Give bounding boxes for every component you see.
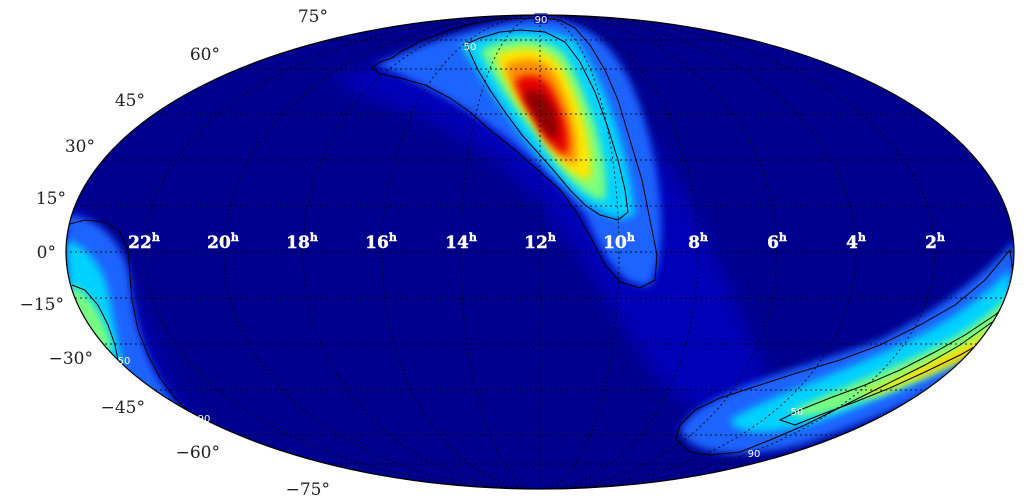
contour-label: 50 xyxy=(791,407,804,418)
ra-label-16h: 16h xyxy=(365,231,397,253)
ra-label-22h: 22h xyxy=(128,231,160,253)
dec-label-minus15: −15° xyxy=(20,295,64,315)
west-contour-50 xyxy=(71,284,119,361)
ra-label-14h: 14h xyxy=(445,231,477,253)
contour-label: 50 xyxy=(464,42,477,53)
dec-label-minus45: −45° xyxy=(101,398,145,418)
ra-label-12h: 12h xyxy=(524,231,556,253)
ra-label-6h: 6h xyxy=(767,231,787,253)
ra-label-2h: 2h xyxy=(925,231,945,253)
ra-label-18h: 18h xyxy=(286,231,318,253)
dec-label-45: 45° xyxy=(115,91,145,111)
contour-labels: 90 50 50 90 90 50 90 xyxy=(118,13,804,460)
dec-label-60: 60° xyxy=(190,45,220,65)
ra-label-20h: 20h xyxy=(207,231,239,253)
ra-label-4h: 4h xyxy=(846,231,866,253)
contour-label: 90 xyxy=(198,414,211,425)
contour-label: 50 xyxy=(118,356,131,367)
dec-label-0: 0° xyxy=(37,243,56,263)
ra-label-8h: 8h xyxy=(688,231,708,253)
west-contour-90 xyxy=(66,219,201,426)
declination-labels: 75° 60° 45° 30° 15° 0° −15° −30° −45° −6… xyxy=(20,7,330,499)
ra-label-10h: 10h xyxy=(603,231,635,253)
north-contour-50 xyxy=(465,29,629,221)
dec-label-30: 30° xyxy=(65,137,95,157)
contour-label: 90 xyxy=(535,15,548,26)
probability-heatmap xyxy=(66,18,1014,454)
dec-label-minus75: −75° xyxy=(286,480,330,499)
dec-label-minus30: −30° xyxy=(49,349,93,369)
dec-label-75: 75° xyxy=(298,7,328,27)
north-contour-90 xyxy=(371,17,658,289)
ra-labels: 22h 20h 18h 16h 14h 12h 10h 8h 6h 4h 2h xyxy=(128,231,945,253)
dec-label-minus60: −60° xyxy=(176,443,220,463)
west-edge-blob xyxy=(66,215,190,440)
dec-label-15: 15° xyxy=(36,189,66,209)
contour-label: 90 xyxy=(748,449,761,460)
north-lobe xyxy=(375,18,662,286)
south-arc xyxy=(680,240,1014,454)
